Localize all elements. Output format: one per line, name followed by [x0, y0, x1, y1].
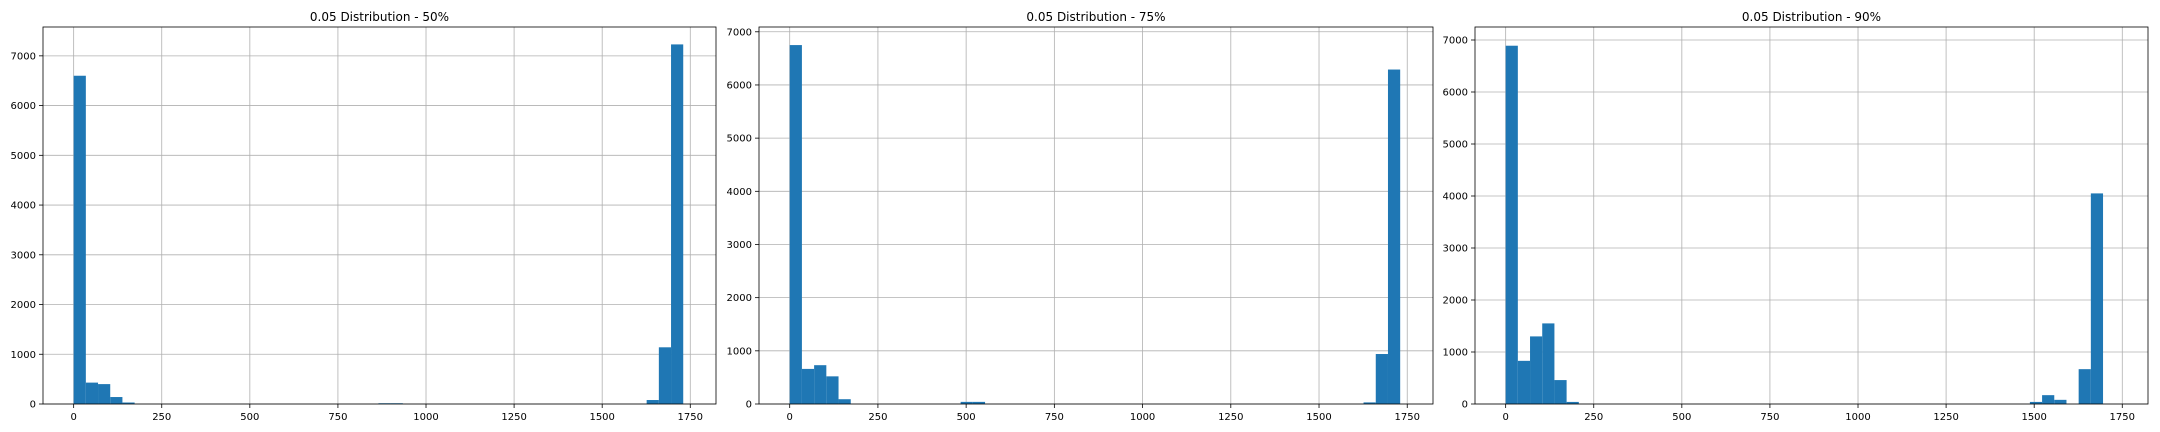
x-tick-label: 750 [328, 412, 347, 423]
axes-frame [42, 26, 717, 405]
y-tick-label: 3000 [11, 250, 36, 261]
histogram-bar [826, 376, 839, 404]
y-tick-label: 7000 [727, 27, 752, 38]
x-tick-label: 0 [787, 412, 793, 423]
y-tick-label: 4000 [727, 187, 752, 198]
histogram-bar [110, 397, 123, 404]
x-tick-label: 1000 [1845, 412, 1870, 423]
x-tick-label: 750 [1760, 412, 1779, 423]
y-tick-label: 0 [746, 400, 752, 411]
chart-panel-2: 0 250 500 750 1000 1250 1500 1750 0 1000 2000 3000 4… [727, 10, 1434, 423]
y-tick-label: 0 [30, 400, 36, 411]
y-tick-label: 4000 [1443, 192, 1468, 203]
x-tick-label: 1500 [589, 412, 614, 423]
y-tick-label: 5000 [11, 151, 36, 162]
histogram-bar [85, 382, 99, 404]
x-tick-label: 1500 [1306, 412, 1331, 423]
histogram-bar [814, 365, 827, 404]
histogram-bar [73, 75, 86, 404]
histogram-bar [2042, 395, 2055, 404]
histogram-bar [789, 45, 802, 405]
histogram-bar [98, 384, 111, 404]
histogram-bar [1554, 380, 1567, 404]
x-tick-label: 1750 [1395, 412, 1420, 423]
y-tick-label: 1000 [1443, 348, 1468, 359]
histogram-bar [1566, 401, 1579, 404]
chart-panel-1: 0 250 500 750 1000 1250 1500 1750 0 1000 2000 3000 4… [11, 10, 717, 423]
histogram-bar [1375, 354, 1388, 404]
x-tick-label: 1750 [2110, 412, 2135, 423]
y-tick-label: 7000 [1443, 36, 1468, 47]
x-tick-label: 1000 [1130, 412, 1155, 423]
chart-title: 0.05 Distribution - 75% [1026, 10, 1165, 24]
x-tick-label: 500 [957, 412, 976, 423]
y-tick-label: 7000 [11, 51, 36, 62]
histogram-bar [838, 399, 851, 404]
histogram-bar [1542, 323, 1555, 404]
x-tick-label: 1250 [501, 412, 526, 423]
chart-title: 0.05 Distribution - 50% [310, 10, 449, 24]
x-tick-label: 1250 [1933, 412, 1958, 423]
chart-title: 0.05 Distribution - 90% [1742, 10, 1881, 24]
histogram-bar [2029, 401, 2043, 404]
histogram-bar [646, 400, 659, 404]
y-tick-label: 6000 [727, 80, 752, 91]
y-tick-label: 1000 [727, 346, 752, 357]
x-tick-label: 500 [240, 412, 259, 423]
y-tick-label: 6000 [1443, 88, 1468, 99]
y-tick-label: 3000 [1443, 244, 1468, 255]
histogram-bar [960, 401, 973, 404]
y-tick-label: 2000 [11, 300, 36, 311]
y-tick-label: 5000 [1443, 140, 1468, 151]
x-tick-label: 0 [1502, 412, 1508, 423]
y-tick-label: 1000 [11, 350, 36, 361]
histogram-bar [658, 347, 672, 404]
x-tick-label: 0 [70, 412, 76, 423]
x-tick-label: 1250 [1218, 412, 1243, 423]
x-tick-label: 750 [1045, 412, 1064, 423]
x-tick-label: 500 [1672, 412, 1691, 423]
x-tick-label: 250 [152, 412, 171, 423]
histogram-bar [671, 44, 684, 404]
histogram-bar [2054, 399, 2067, 404]
y-tick-label: 2000 [727, 293, 752, 304]
histogram-bar [1363, 402, 1376, 404]
histogram-bar [1530, 336, 1543, 404]
histogram-bar [2090, 193, 2104, 404]
y-tick-label: 6000 [11, 101, 36, 112]
axes-frame [1474, 26, 2149, 405]
y-tick-label: 0 [1462, 400, 1468, 411]
chart-panel-3: 0 250 500 750 1000 1250 1500 1750 0 1000 2000 3000 4… [1443, 10, 2149, 423]
x-tick-label: 1000 [413, 412, 438, 423]
histogram-bar [1387, 69, 1401, 404]
y-tick-label: 4000 [11, 201, 36, 212]
y-tick-label: 5000 [727, 134, 752, 145]
x-tick-label: 250 [1584, 412, 1603, 423]
x-tick-label: 250 [868, 412, 887, 423]
y-tick-label: 3000 [727, 240, 752, 251]
x-tick-label: 1750 [678, 412, 703, 423]
y-tick-label: 2000 [1443, 296, 1468, 307]
axes-frame [758, 26, 1434, 405]
x-tick-label: 1500 [2021, 412, 2046, 423]
histogram-bar [801, 368, 815, 404]
histogram-bar [1517, 360, 1531, 404]
histogram-bar [972, 401, 986, 404]
histogram-bar [2078, 369, 2091, 404]
histogram-bar [122, 402, 135, 404]
histogram-bar [1505, 45, 1518, 404]
